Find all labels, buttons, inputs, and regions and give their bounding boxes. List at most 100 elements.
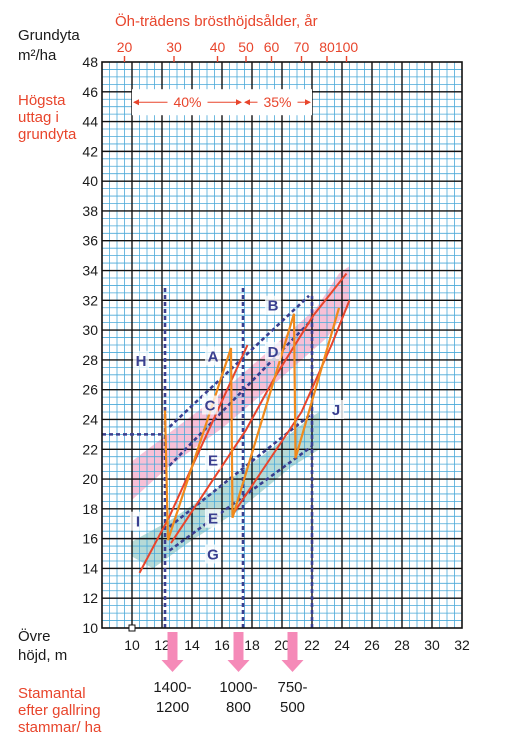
orange-thinning-line [163,307,341,541]
top-tick-label: 20 [117,39,133,55]
top-tick-label: 100 [335,39,359,55]
stem-count-title: efter gallring [18,702,101,719]
y-tick-label: 40 [82,173,98,189]
y-tick-label: 30 [82,322,98,338]
y-tick-label: 20 [82,471,98,487]
top-tick-label: 60 [264,39,280,55]
region-letter: E [208,511,218,528]
stem-count-label: 1000- [219,679,257,696]
x-tick-label: 28 [394,637,410,653]
y-tick-label: 16 [82,531,98,547]
x-tick-label: 30 [424,637,440,653]
region-letter: B [268,298,279,315]
region-letter: J [332,402,340,419]
region-letter: E [208,453,218,470]
region-letter: A [208,348,219,365]
y-tick-label: 18 [82,501,98,517]
region-letter-backdrop [265,295,281,315]
region-letter-backdrop [328,400,344,420]
y-tick-label: 34 [82,263,98,279]
uttag-label: uttag i [18,109,59,126]
y-axis-title: Grundyta [18,27,80,44]
y-tick-label: 42 [82,143,98,159]
uttag-arrowhead [244,99,250,106]
uttag-label: Högsta [18,92,66,109]
x-tick-label: 32 [454,637,470,653]
uttag-arrowhead [305,99,311,106]
x-tick-label: 14 [184,637,200,653]
region-letter-backdrop [205,544,221,564]
stem-count-label: 500 [280,699,305,716]
uttag-percentage: 35% [263,94,291,110]
stem-count-label: 1400- [153,679,191,696]
x-tick-label: 20 [274,637,290,653]
y-tick-label: 44 [82,114,98,130]
top-tick-label: 30 [166,39,182,55]
region-letter-backdrop [202,395,218,415]
top-tick-label: 40 [210,39,226,55]
x-tick-label: 12 [154,637,170,653]
region-letter-backdrop [205,346,221,366]
chart-labels: Öh-trädens brösthöjdsålder, år Grundyta m²… [18,12,318,736]
x-tick-label: 18 [244,637,260,653]
region-letter-backdrop [205,450,221,470]
region-letter-backdrop [133,350,149,370]
region-letter: G [207,546,219,563]
stem-arrow [161,632,184,672]
region-letter: I [136,514,140,531]
dashed-band-edge [168,321,310,467]
red-line [138,344,249,574]
region-letter: C [205,398,216,415]
dashed-band-edge [168,294,310,428]
stem-count-label: 800 [226,699,251,716]
uttag-arrowhead [236,99,242,106]
x-tick-label: 26 [364,637,380,653]
axes: 10 12 14 16 18 20 22 24 26 28 30 32 34 36 38 40 42 44 46 48… [82,39,470,653]
y-tick-label: 36 [82,233,98,249]
y-tick-label: 26 [82,382,98,398]
region-letter: H [136,353,147,370]
stem-count-label: 1200 [156,699,189,716]
blue-band [132,412,320,569]
x-tick-label: 24 [334,637,350,653]
stem-arrow [227,632,250,672]
top-tick-label: 70 [294,39,310,55]
y-tick-label: 28 [82,352,98,368]
stem-count-title: stammar/ ha [18,719,102,736]
region-letter-backdrop [130,511,146,531]
y-axis-title: m²/ha [18,47,57,64]
stem-count-title: Stamantal [18,685,86,702]
x-axis-title: höjd, m [18,647,67,664]
top-axis-title: Öh-trädens brösthöjdsålder, år [115,12,318,30]
uttag-label: grundyta [18,126,77,143]
stem-count-label: 750- [277,679,307,696]
dashed-band-edge [168,445,313,552]
stem-arrows: 1400- 1200 1000- 800 750- 500 [153,632,308,716]
y-tick-label: 48 [82,54,98,70]
region-letter: D [268,344,279,361]
y-tick-label: 32 [82,292,98,308]
y-tick-label: 10 [82,620,98,636]
region-letter-backdrop [205,508,221,528]
x-tick-label: 10 [124,637,140,653]
y-tick-label: 22 [82,441,98,457]
stem-arrow [281,632,304,672]
region-letters: H A B C D E E I G J [130,295,344,564]
uttag-percentage: 40% [173,94,201,110]
y-tick-label: 14 [82,560,98,576]
uttag-arrowhead [133,99,139,106]
top-tick-label: 80 [319,39,335,55]
top-tick-label: 50 [238,39,254,55]
y-tick-label: 12 [82,590,98,606]
x-tick-label: 22 [304,637,320,653]
y-tick-label: 38 [82,203,98,219]
y-tick-label: 24 [82,411,98,427]
red-line [231,299,351,516]
x-tick-label: 16 [214,637,230,653]
origin-marker [128,624,136,632]
plot-border [101,61,463,629]
region-letter-backdrop [265,341,281,361]
x-axis-title: Övre [18,627,51,645]
y-tick-label: 46 [82,84,98,100]
